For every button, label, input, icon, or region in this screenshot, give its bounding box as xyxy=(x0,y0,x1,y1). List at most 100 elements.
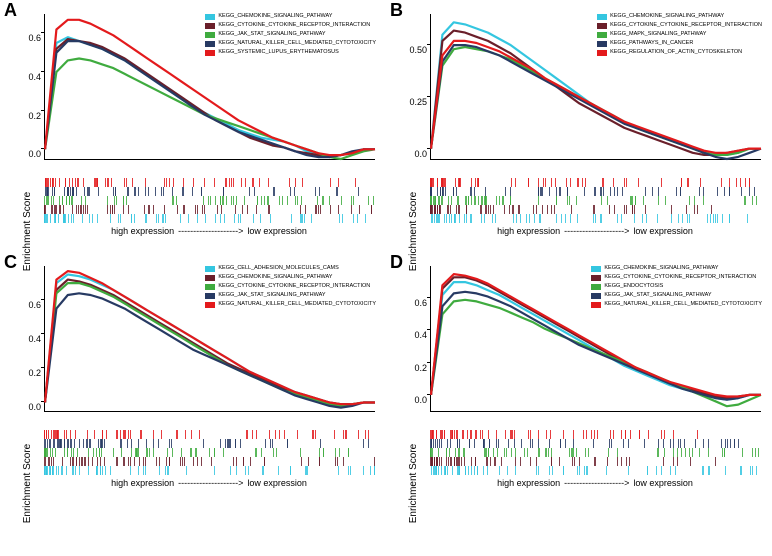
ytick-label: 0.50 xyxy=(401,45,427,55)
panel-label: C xyxy=(4,252,17,273)
curve-red xyxy=(431,41,761,153)
hit-row-red xyxy=(430,430,760,439)
legend-label: KEGG_ENDOCYTOSIS xyxy=(604,282,663,291)
hit-row-green xyxy=(44,448,374,457)
legend: KEGG_CHEMOKINE_SIGNALING_PATHWAYKEGG_CYT… xyxy=(591,264,762,309)
legend-swatch xyxy=(597,14,607,20)
legend-item: KEGG_MAPK_SIGNALING_PATHWAY xyxy=(597,30,762,39)
legend-label: KEGG_NATURAL_KILLER_CELL_MEDIATED_CYTOTO… xyxy=(218,300,376,309)
hit-row-maroon xyxy=(44,205,374,214)
legend-item: KEGG_CYTOKINE_CYTOKINE_RECEPTOR_INTERACT… xyxy=(205,282,376,291)
ytick-label: 0.4 xyxy=(15,72,41,82)
curve-navy xyxy=(45,41,375,157)
ytick-label: 0.4 xyxy=(15,334,41,344)
legend-swatch xyxy=(205,302,215,308)
hit-strip xyxy=(44,178,374,223)
ytick-label: 0.0 xyxy=(15,402,41,412)
xaxis-labels: high expression-------------------->low … xyxy=(44,226,374,236)
xlabel-low: low expression xyxy=(247,226,307,236)
legend-label: KEGG_CYTOKINE_CYTOKINE_RECEPTOR_INTERACT… xyxy=(218,282,370,291)
arrow-icon: --------------------> xyxy=(564,478,629,488)
legend-label: KEGG_CELL_ADHESION_MOLECULES_CAMS xyxy=(218,264,338,273)
xaxis-labels: high expression --------------------> low … xyxy=(430,226,760,236)
legend-item: KEGG_CHEMOKINE_SIGNALING_PATHWAY xyxy=(205,12,376,21)
legend-swatch xyxy=(591,275,601,281)
legend-item: KEGG_ENDOCYTOSIS xyxy=(591,282,762,291)
hit-row-navy xyxy=(44,187,374,196)
legend-label: KEGG_MAPK_SIGNALING_PATHWAY xyxy=(610,30,706,39)
ytick-label: 0.4 xyxy=(401,330,427,340)
hit-row-cyan xyxy=(430,466,760,475)
hit-row-navy xyxy=(430,439,760,448)
xlabel-high: high expression xyxy=(497,226,560,236)
legend-swatch xyxy=(205,41,215,47)
xlabel-low: low expression xyxy=(247,478,307,488)
ytick-label: 0.0 xyxy=(15,149,41,159)
xlabel-high: high expression xyxy=(497,478,560,488)
ytick-label: 0.2 xyxy=(15,111,41,121)
legend-label: KEGG_CHEMOKINE_SIGNALING_PATHWAY xyxy=(218,12,332,21)
legend-label: KEGG_NATURAL_KILLER_CELL_MEDIATED_CYTOTO… xyxy=(218,39,376,48)
legend-swatch xyxy=(597,50,607,56)
hit-row-cyan xyxy=(430,214,760,223)
legend-item: KEGG_CYTOKINE_CYTOKINE_RECEPTOR_INTERACT… xyxy=(597,21,762,30)
legend-label: KEGG_CYTOKINE_CYTOKINE_RECEPTOR_INTERACT… xyxy=(610,21,762,30)
ytick-label: 0.6 xyxy=(401,298,427,308)
arrow-icon: --------------------> xyxy=(178,226,243,236)
panel-label: A xyxy=(4,0,17,21)
hit-row-maroon xyxy=(430,457,760,466)
legend-item: KEGG_CYTOKINE_CYTOKINE_RECEPTOR_INTERACT… xyxy=(205,21,376,30)
hit-row-red xyxy=(44,178,374,187)
legend-item: KEGG_NATURAL_KILLER_CELL_MEDIATED_CYTOTO… xyxy=(591,300,762,309)
xlabel-low: low expression xyxy=(633,226,693,236)
curve-navy xyxy=(431,45,761,159)
arrow-icon: --------------------> xyxy=(178,478,243,488)
legend-swatch xyxy=(591,266,601,272)
panel-label: D xyxy=(390,252,403,273)
legend-item: KEGG_CHEMOKINE_SIGNALING_PATHWAY xyxy=(205,273,376,282)
xlabel-high: high expression xyxy=(111,478,174,488)
legend-swatch xyxy=(591,293,601,299)
legend-label: KEGG_CYTOKINE_CYTOKINE_RECEPTOR_INTERACT… xyxy=(604,273,756,282)
legend-item: KEGG_SYSTEMIC_LUPUS_ERYTHEMATOSUS xyxy=(205,48,376,57)
panel-C: CEnrichment Score0.00.20.40.6KEGG_CELL_A… xyxy=(0,252,386,504)
hit-row-navy xyxy=(44,439,374,448)
ylabel: Enrichment Score xyxy=(408,411,419,556)
legend-item: KEGG_JAK_STAT_SIGNALING_PATHWAY xyxy=(591,291,762,300)
legend-label: KEGG_JAK_STAT_SIGNALING_PATHWAY xyxy=(604,291,711,300)
legend-swatch xyxy=(591,302,601,308)
hit-row-green xyxy=(44,196,374,205)
ytick-label: 0.25 xyxy=(401,97,427,107)
curve-green xyxy=(431,47,761,155)
ytick-label: 0.2 xyxy=(15,368,41,378)
hit-strip xyxy=(44,430,374,475)
legend-swatch xyxy=(205,275,215,281)
hit-row-navy xyxy=(430,187,760,196)
legend-item: KEGG_CYTOKINE_CYTOKINE_RECEPTOR_INTERACT… xyxy=(591,273,762,282)
legend-swatch xyxy=(205,293,215,299)
legend-swatch xyxy=(597,41,607,47)
legend-item: KEGG_CHEMOKINE_SIGNALING_PATHWAY xyxy=(591,264,762,273)
legend-swatch xyxy=(591,284,601,290)
ytick-label: 0.2 xyxy=(401,363,427,373)
gsea-figure: AEnrichment Score0.00.20.40.6KEGG_CHEMOK… xyxy=(0,0,772,504)
legend-swatch xyxy=(597,23,607,29)
legend-swatch xyxy=(205,32,215,38)
legend-label: KEGG_CYTOKINE_CYTOKINE_RECEPTOR_INTERACT… xyxy=(218,21,370,30)
hit-row-cyan xyxy=(44,466,374,475)
legend-item: KEGG_NATURAL_KILLER_CELL_MEDIATED_CYTOTO… xyxy=(205,300,376,309)
arrow-icon: --------------------> xyxy=(564,226,629,236)
ylabel: Enrichment Score xyxy=(22,411,33,556)
legend-swatch xyxy=(597,32,607,38)
legend-item: KEGG_NATURAL_KILLER_CELL_MEDIATED_CYTOTO… xyxy=(205,39,376,48)
curve-green xyxy=(45,59,375,160)
panel-B: BEnrichment Score0.00.250.50KEGG_CHEMOKI… xyxy=(386,0,772,252)
legend-label: KEGG_CHEMOKINE_SIGNALING_PATHWAY xyxy=(610,12,724,21)
legend-swatch xyxy=(205,14,215,20)
hit-row-red xyxy=(44,430,374,439)
legend-swatch xyxy=(205,23,215,29)
hit-strip xyxy=(430,178,760,223)
legend-swatch xyxy=(205,50,215,56)
legend-item: KEGG_CHEMOKINE_SIGNALING_PATHWAY xyxy=(597,12,762,21)
panel-A: AEnrichment Score0.00.20.40.6KEGG_CHEMOK… xyxy=(0,0,386,252)
